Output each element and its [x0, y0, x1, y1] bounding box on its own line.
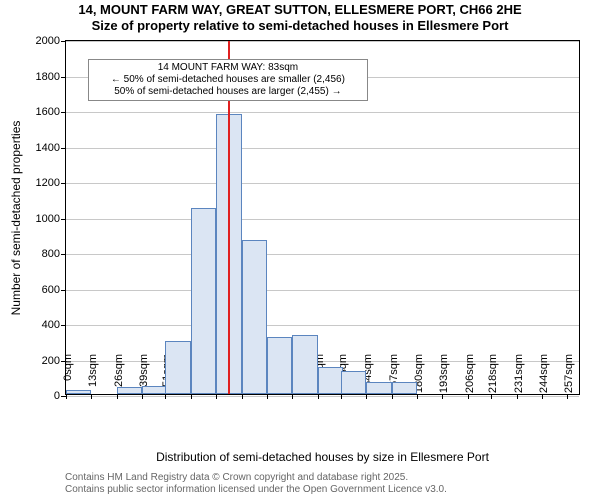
histogram-bar [242, 240, 267, 394]
histogram-bar [341, 371, 366, 394]
annotation-line-2: ← 50% of semi-detached houses are smalle… [95, 74, 361, 86]
histogram-bar [318, 367, 343, 394]
title: 14, MOUNT FARM WAY, GREAT SUTTON, ELLESM… [0, 2, 600, 33]
gridline [66, 183, 579, 184]
y-tick-label: 800 [42, 248, 66, 260]
histogram-bar [191, 208, 216, 394]
x-tick-label: 218sqm [487, 354, 499, 402]
x-tick-label: 39sqm [138, 354, 150, 402]
y-tick-label: 1600 [36, 106, 66, 118]
histogram-bar [142, 386, 167, 394]
histogram-bar [66, 390, 91, 394]
x-tick-label: 167sqm [388, 354, 400, 402]
x-axis-label: Distribution of semi-detached houses by … [156, 450, 489, 464]
y-tick-label: 600 [42, 284, 66, 296]
x-tick-label: 180sqm [413, 354, 425, 402]
y-tick-label: 1000 [36, 213, 66, 225]
histogram-bar [366, 382, 391, 394]
x-tick-label: 13sqm [87, 354, 99, 402]
plot-area: 14 MOUNT FARM WAY: 83sqm ← 50% of semi-d… [65, 40, 580, 395]
annotation-line-1: 14 MOUNT FARM WAY: 83sqm [95, 62, 361, 74]
y-tick-label: 1800 [36, 71, 66, 83]
annotation-line-3: 50% of semi-detached houses are larger (… [95, 86, 361, 98]
footer: Contains HM Land Registry data © Crown c… [65, 472, 600, 496]
annotation-box: 14 MOUNT FARM WAY: 83sqm ← 50% of semi-d… [88, 59, 368, 101]
histogram-bar [292, 335, 317, 394]
gridline [66, 290, 579, 291]
x-tick-label: 257sqm [563, 354, 575, 402]
x-tick-label: 231sqm [513, 354, 525, 402]
gridline [66, 41, 579, 42]
gridline [66, 325, 579, 326]
chart-root: { "title": { "line1": "14, MOUNT FARM WA… [0, 0, 600, 500]
gridline [66, 254, 579, 255]
y-tick-label: 1200 [36, 177, 66, 189]
histogram-bar [117, 387, 142, 394]
x-tick-label: 26sqm [113, 354, 125, 402]
title-line-2: Size of property relative to semi-detach… [0, 18, 600, 34]
x-tick-label: 0sqm [62, 354, 74, 402]
y-axis-label: Number of semi-detached properties [9, 120, 23, 315]
x-tick-label: 244sqm [538, 354, 550, 402]
histogram-bar [165, 341, 190, 394]
histogram-bar [267, 337, 292, 394]
y-tick-label: 2000 [36, 35, 66, 47]
footer-line-1: Contains HM Land Registry data © Crown c… [65, 472, 600, 484]
footer-line-2: Contains public sector information licen… [65, 484, 600, 496]
y-tick-label: 400 [42, 319, 66, 331]
title-line-1: 14, MOUNT FARM WAY, GREAT SUTTON, ELLESM… [0, 2, 600, 18]
gridline [66, 112, 579, 113]
histogram-bar [392, 382, 417, 394]
gridline [66, 219, 579, 220]
x-tick-label: 206sqm [464, 354, 476, 402]
x-tick-label: 193sqm [438, 354, 450, 402]
gridline [66, 148, 579, 149]
y-tick-label: 1400 [36, 142, 66, 154]
